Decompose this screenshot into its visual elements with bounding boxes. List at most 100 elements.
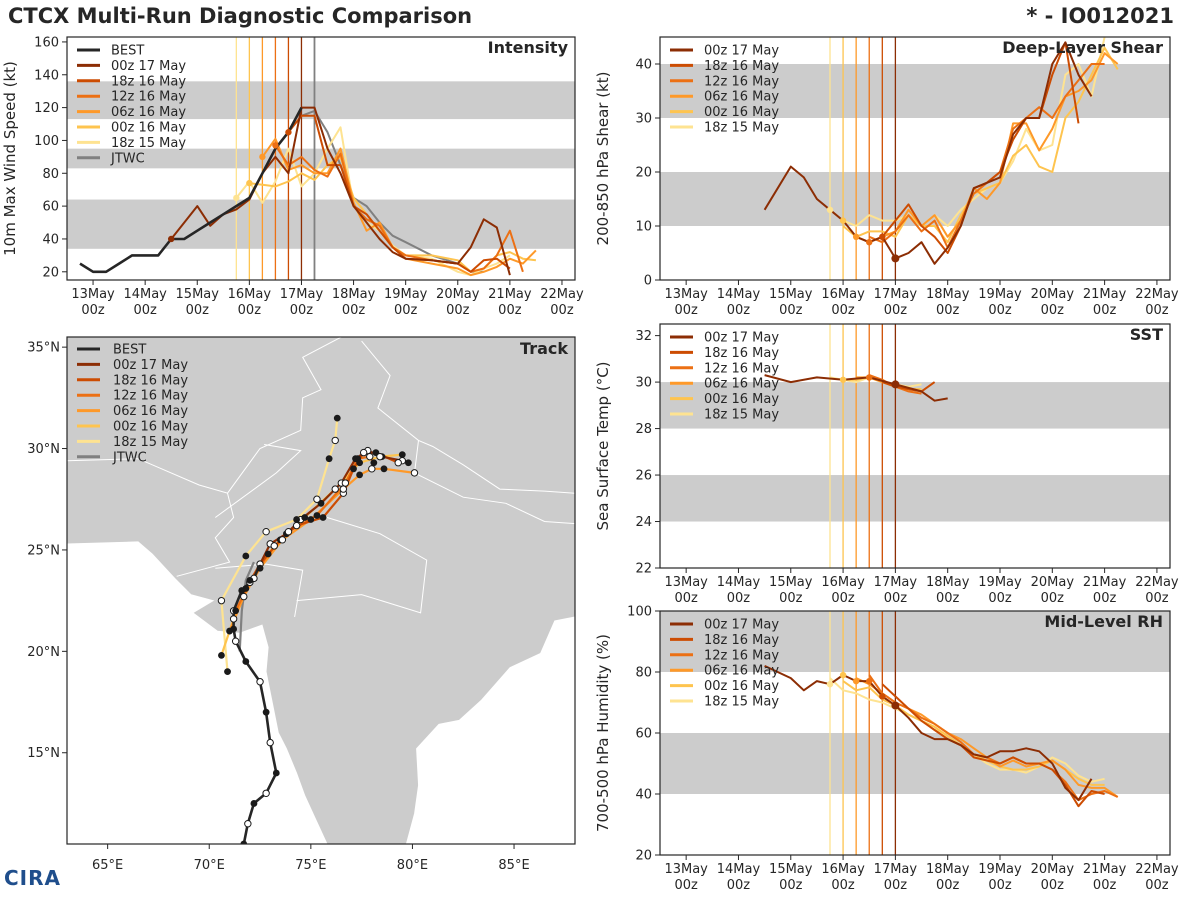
shear-frame <box>659 36 1171 281</box>
sst-series-group <box>764 374 948 402</box>
shear-xtick-label: 21May <box>1083 287 1127 302</box>
intensity-xtick-sublabel: 00z <box>81 303 105 318</box>
track-marker-filled <box>380 465 388 473</box>
rh-xtick-sublabel: 00z <box>884 878 908 893</box>
sst-xtick-sublabel: 00z <box>779 591 803 606</box>
shear-xtick-sublabel: 00z <box>779 303 803 318</box>
intensity-ytick-label: 160 <box>34 35 59 50</box>
sst-xtick-label: 15May <box>769 575 813 590</box>
shear-xtick-sublabel: 00z <box>831 303 855 318</box>
cira-logo: CIRA <box>4 866 61 890</box>
intensity-xtick-sublabel: 00z <box>133 303 157 318</box>
rh-xtick-sublabel: 00z <box>1041 878 1065 893</box>
intensity-xtick-sublabel: 00z <box>394 303 418 318</box>
shear-xtick-label: 18May <box>926 287 970 302</box>
shear-init-marker <box>839 217 847 224</box>
sst-xtick-label: 19May <box>978 575 1022 590</box>
sst-xtick-sublabel: 00z <box>1093 591 1117 606</box>
track-marker-filled <box>226 627 233 635</box>
rh-ylabel: 700-500 hPa Humidity (%) <box>594 634 612 832</box>
map-border-line <box>361 340 575 494</box>
rh-legend-label: 00z 16 May <box>704 679 779 694</box>
track-marker-open <box>376 452 384 461</box>
sst-ytick-label: 30 <box>635 376 652 391</box>
intensity-xtick-label: 22May <box>540 287 584 302</box>
track-marker-open <box>231 637 240 645</box>
intensity-ytick-label: 60 <box>42 200 59 215</box>
shear-ytick-label: 30 <box>635 112 652 127</box>
sst-series-line <box>881 381 936 393</box>
intensity-legend-label: 00z 16 May <box>111 121 186 136</box>
rh-series-line <box>881 683 1105 808</box>
shear-init-marker <box>826 206 834 213</box>
rh-xtick-label: 20May <box>1031 862 1075 877</box>
figure-title: CTCX Multi-Run Diagnostic Comparison <box>8 4 473 28</box>
track-marker-open <box>339 485 348 493</box>
shear-legend-label: 18z 15 May <box>704 121 779 136</box>
rh-panel: 2040608010013May00z14May00z15May00z16May… <box>594 605 1179 894</box>
intensity-legend-label: BEST <box>111 44 144 59</box>
intensity-xtick-label: 20May <box>436 287 480 302</box>
sst-xtick-sublabel: 00z <box>884 591 908 606</box>
map-border-line <box>215 444 302 518</box>
track-xtick-label: 80°E <box>397 858 428 873</box>
shear-panel: 01020304013May00z14May00z15May00z16May00… <box>594 36 1179 318</box>
intensity-legend-label: 12z 16 May <box>111 90 186 105</box>
track-ytick-label: 15°N <box>27 746 60 761</box>
track-marker-filled <box>242 585 250 592</box>
sst-panel: 22242628303213May00z14May00z15May00z16Ma… <box>594 323 1179 606</box>
sst-xtick-label: 13May <box>664 575 708 590</box>
track-legend-label: 00z 17 May <box>113 358 188 373</box>
track-ytick-label: 30°N <box>27 442 60 457</box>
shear-legend-label: 12z 16 May <box>704 74 779 89</box>
intensity-legend-label: JTWC <box>110 151 145 166</box>
intensity-ytick-label: 80 <box>42 167 59 182</box>
track-marker-open <box>240 592 248 601</box>
rh-ytick-label: 60 <box>635 727 652 742</box>
intensity-shade-band <box>67 199 575 249</box>
shear-xtick-label: 15May <box>769 287 813 302</box>
sst-xtick-label: 17May <box>874 575 918 590</box>
rh-xtick-sublabel: 00z <box>1145 878 1169 893</box>
intensity-series-line <box>79 106 303 274</box>
track-marker-open <box>331 436 339 445</box>
intensity-xtick-label: 17May <box>280 287 324 302</box>
intensity-xtick-label: 21May <box>488 287 532 302</box>
rh-ytick-label: 100 <box>627 605 652 620</box>
track-marker-open <box>266 738 274 747</box>
sst-xtick-sublabel: 00z <box>727 591 751 606</box>
track-marker-filled <box>293 516 301 523</box>
intensity-xtick-label: 18May <box>332 287 376 302</box>
intensity-xtick-label: 14May <box>123 287 167 302</box>
track-frame <box>66 336 576 845</box>
rh-xtick-label: 22May <box>1135 862 1179 877</box>
track-marker-filled <box>240 840 248 844</box>
rh-shade-band <box>660 733 1170 794</box>
track-ytick-label: 25°N <box>27 543 60 558</box>
rh-title: Mid-Level RH <box>1044 612 1163 631</box>
track-ytick-label: 35°N <box>27 341 60 356</box>
rh-init-marker <box>826 681 834 688</box>
track-marker-filled <box>370 459 378 467</box>
rh-legend-label: 18z 16 May <box>704 633 779 648</box>
map-border-line <box>67 458 235 577</box>
track-marker-open <box>229 615 238 623</box>
sst-xtick-label: 18May <box>926 575 970 590</box>
intensity-init-marker <box>259 153 266 161</box>
intensity-legend-label: 00z 17 May <box>111 59 186 74</box>
intensity-xtick-sublabel: 00z <box>186 303 210 318</box>
sst-legend-label: 00z 17 May <box>704 331 779 346</box>
rh-ytick-label: 20 <box>635 849 652 864</box>
rh-xtick-label: 19May <box>978 862 1022 877</box>
track-panel: 65°E 70°E 75°E 80°E 85°E 15°N 20°N 25°N 30°N 35°N… <box>27 336 576 873</box>
map-border-line <box>227 337 342 494</box>
shear-xtick-label: 16May <box>821 287 865 302</box>
rh-xtick-sublabel: 00z <box>936 878 960 893</box>
intensity-ytick-label: 140 <box>34 68 59 83</box>
shear-ytick-label: 20 <box>635 166 652 181</box>
track-legend-label: 18z 15 May <box>113 435 188 450</box>
track-marker-filled <box>218 651 225 659</box>
rh-init-marker <box>866 677 873 685</box>
track-marker-open <box>262 527 270 536</box>
sst-xtick-label: 21May <box>1083 575 1127 590</box>
